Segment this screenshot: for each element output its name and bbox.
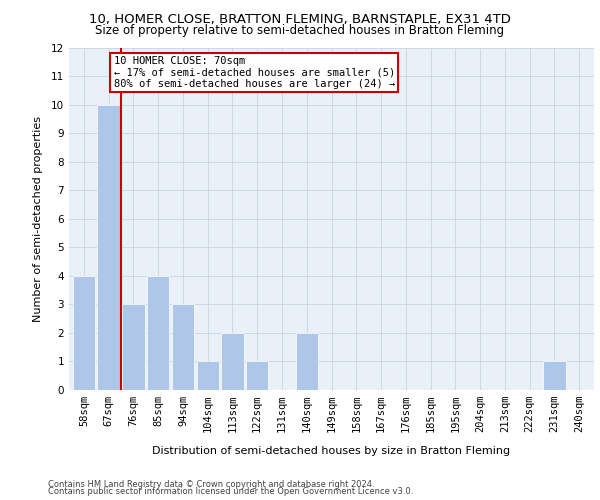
Y-axis label: Number of semi-detached properties: Number of semi-detached properties <box>32 116 43 322</box>
Bar <box>296 333 318 390</box>
Bar <box>122 304 145 390</box>
Text: 10 HOMER CLOSE: 70sqm
← 17% of semi-detached houses are smaller (5)
80% of semi-: 10 HOMER CLOSE: 70sqm ← 17% of semi-deta… <box>113 56 395 90</box>
Bar <box>197 362 219 390</box>
Bar <box>73 276 95 390</box>
Bar <box>147 276 169 390</box>
Bar <box>246 362 268 390</box>
Bar <box>172 304 194 390</box>
X-axis label: Distribution of semi-detached houses by size in Bratton Fleming: Distribution of semi-detached houses by … <box>152 446 511 456</box>
Text: Size of property relative to semi-detached houses in Bratton Fleming: Size of property relative to semi-detach… <box>95 24 505 37</box>
Text: Contains HM Land Registry data © Crown copyright and database right 2024.: Contains HM Land Registry data © Crown c… <box>48 480 374 489</box>
Text: 10, HOMER CLOSE, BRATTON FLEMING, BARNSTAPLE, EX31 4TD: 10, HOMER CLOSE, BRATTON FLEMING, BARNST… <box>89 12 511 26</box>
Bar <box>97 104 120 390</box>
Text: Contains public sector information licensed under the Open Government Licence v3: Contains public sector information licen… <box>48 487 413 496</box>
Bar <box>543 362 566 390</box>
Bar <box>221 333 244 390</box>
